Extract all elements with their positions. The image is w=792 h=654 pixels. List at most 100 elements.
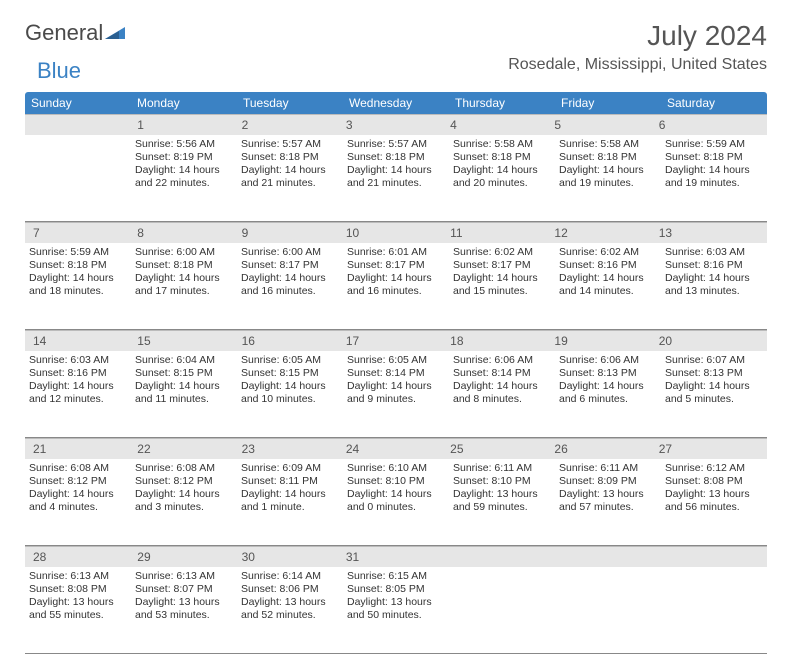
- daylight-text: Daylight: 13 hours: [347, 596, 445, 609]
- day-number-row: 123456: [25, 114, 767, 135]
- daylight-text: Daylight: 14 hours: [135, 164, 233, 177]
- day-number-row: 28293031: [25, 546, 767, 567]
- day-number: 28: [31, 549, 135, 565]
- daylight-text: Daylight: 14 hours: [347, 380, 445, 393]
- sunset-text: Sunset: 8:05 PM: [347, 583, 445, 596]
- day-cell: Sunrise: 6:14 AMSunset: 8:06 PMDaylight:…: [237, 567, 343, 653]
- day-cell: Sunrise: 5:59 AMSunset: 8:18 PMDaylight:…: [25, 243, 131, 329]
- sunset-text: Sunset: 8:15 PM: [241, 367, 339, 380]
- daylight-text-2: and 6 minutes.: [559, 393, 657, 406]
- day-cell: [25, 135, 131, 221]
- daylight-text-2: and 3 minutes.: [135, 501, 233, 514]
- daylight-text-2: and 57 minutes.: [559, 501, 657, 514]
- daylight-text-2: and 8 minutes.: [453, 393, 551, 406]
- sunset-text: Sunset: 8:17 PM: [347, 259, 445, 272]
- calendar: Sunday Monday Tuesday Wednesday Thursday…: [25, 92, 767, 654]
- day-cell: [661, 567, 767, 653]
- daylight-text: Daylight: 14 hours: [347, 272, 445, 285]
- day-number: 1: [135, 117, 239, 133]
- daylight-text: Daylight: 14 hours: [29, 272, 127, 285]
- sunset-text: Sunset: 8:13 PM: [665, 367, 763, 380]
- day-number: 20: [657, 333, 761, 349]
- title-block: July 2024 Rosedale, Mississippi, United …: [508, 20, 767, 74]
- day-cell: [555, 567, 661, 653]
- sunset-text: Sunset: 8:16 PM: [559, 259, 657, 272]
- daylight-text-2: and 53 minutes.: [135, 609, 233, 622]
- sunrise-text: Sunrise: 6:06 AM: [559, 354, 657, 367]
- sunrise-text: Sunrise: 5:58 AM: [453, 138, 551, 151]
- daylight-text-2: and 50 minutes.: [347, 609, 445, 622]
- sunrise-text: Sunrise: 5:59 AM: [665, 138, 763, 151]
- daylight-text-2: and 15 minutes.: [453, 285, 551, 298]
- daylight-text: Daylight: 14 hours: [665, 272, 763, 285]
- day-number: 27: [657, 441, 761, 457]
- daylight-text: Daylight: 14 hours: [453, 272, 551, 285]
- daylight-text: Daylight: 14 hours: [29, 380, 127, 393]
- daylight-text-2: and 17 minutes.: [135, 285, 233, 298]
- daylight-text-2: and 13 minutes.: [665, 285, 763, 298]
- daylight-text-2: and 14 minutes.: [559, 285, 657, 298]
- sunset-text: Sunset: 8:18 PM: [135, 259, 233, 272]
- sunrise-text: Sunrise: 5:57 AM: [241, 138, 339, 151]
- day-number: 25: [448, 441, 552, 457]
- daylight-text-2: and 4 minutes.: [29, 501, 127, 514]
- day-number: 19: [552, 333, 656, 349]
- daylight-text-2: and 21 minutes.: [241, 177, 339, 190]
- daylight-text: Daylight: 14 hours: [135, 488, 233, 501]
- daylight-text: Daylight: 13 hours: [29, 596, 127, 609]
- daylight-text: Daylight: 14 hours: [29, 488, 127, 501]
- sunset-text: Sunset: 8:12 PM: [135, 475, 233, 488]
- sunset-text: Sunset: 8:18 PM: [665, 151, 763, 164]
- day-number: 24: [344, 441, 448, 457]
- sunset-text: Sunset: 8:19 PM: [135, 151, 233, 164]
- daylight-text-2: and 18 minutes.: [29, 285, 127, 298]
- sunset-text: Sunset: 8:11 PM: [241, 475, 339, 488]
- daylight-text-2: and 21 minutes.: [347, 177, 445, 190]
- sunset-text: Sunset: 8:14 PM: [453, 367, 551, 380]
- day-cell: Sunrise: 6:02 AMSunset: 8:16 PMDaylight:…: [555, 243, 661, 329]
- day-cell: Sunrise: 6:06 AMSunset: 8:13 PMDaylight:…: [555, 351, 661, 437]
- day-number-row: 14151617181920: [25, 330, 767, 351]
- day-number: 10: [344, 225, 448, 241]
- sunset-text: Sunset: 8:18 PM: [453, 151, 551, 164]
- daylight-text-2: and 0 minutes.: [347, 501, 445, 514]
- day-number: 18: [448, 333, 552, 349]
- daylight-text-2: and 5 minutes.: [665, 393, 763, 406]
- weekday-header: Sunday Monday Tuesday Wednesday Thursday…: [25, 92, 767, 114]
- weekday-label: Wednesday: [343, 92, 449, 114]
- sunrise-text: Sunrise: 6:02 AM: [453, 246, 551, 259]
- daylight-text: Daylight: 13 hours: [241, 596, 339, 609]
- day-cell: Sunrise: 6:09 AMSunset: 8:11 PMDaylight:…: [237, 459, 343, 545]
- day-number: [31, 117, 135, 133]
- day-cell: Sunrise: 6:04 AMSunset: 8:15 PMDaylight:…: [131, 351, 237, 437]
- sunrise-text: Sunrise: 5:59 AM: [29, 246, 127, 259]
- day-number: 3: [344, 117, 448, 133]
- daylight-text-2: and 1 minute.: [241, 501, 339, 514]
- day-cell: Sunrise: 6:11 AMSunset: 8:10 PMDaylight:…: [449, 459, 555, 545]
- sunrise-text: Sunrise: 6:15 AM: [347, 570, 445, 583]
- daylight-text-2: and 12 minutes.: [29, 393, 127, 406]
- day-cell: Sunrise: 6:07 AMSunset: 8:13 PMDaylight:…: [661, 351, 767, 437]
- sunrise-text: Sunrise: 6:07 AM: [665, 354, 763, 367]
- sunrise-text: Sunrise: 6:05 AM: [347, 354, 445, 367]
- daylight-text: Daylight: 14 hours: [241, 380, 339, 393]
- day-cell: Sunrise: 6:00 AMSunset: 8:17 PMDaylight:…: [237, 243, 343, 329]
- day-number: [448, 549, 552, 565]
- day-cell: Sunrise: 6:13 AMSunset: 8:07 PMDaylight:…: [131, 567, 237, 653]
- weekday-label: Monday: [131, 92, 237, 114]
- daylight-text-2: and 11 minutes.: [135, 393, 233, 406]
- day-cell: Sunrise: 6:03 AMSunset: 8:16 PMDaylight:…: [25, 351, 131, 437]
- day-number: 6: [657, 117, 761, 133]
- day-cell: [449, 567, 555, 653]
- sunrise-text: Sunrise: 5:58 AM: [559, 138, 657, 151]
- day-number: 4: [448, 117, 552, 133]
- sunrise-text: Sunrise: 6:13 AM: [29, 570, 127, 583]
- daylight-text: Daylight: 13 hours: [665, 488, 763, 501]
- daylight-text: Daylight: 14 hours: [135, 272, 233, 285]
- week-row: Sunrise: 6:03 AMSunset: 8:16 PMDaylight:…: [25, 351, 767, 438]
- weeks-container: 123456Sunrise: 5:56 AMSunset: 8:19 PMDay…: [25, 114, 767, 654]
- daylight-text-2: and 22 minutes.: [135, 177, 233, 190]
- week-row: Sunrise: 5:56 AMSunset: 8:19 PMDaylight:…: [25, 135, 767, 222]
- logo-text-2: Blue: [37, 58, 81, 84]
- daylight-text: Daylight: 14 hours: [559, 380, 657, 393]
